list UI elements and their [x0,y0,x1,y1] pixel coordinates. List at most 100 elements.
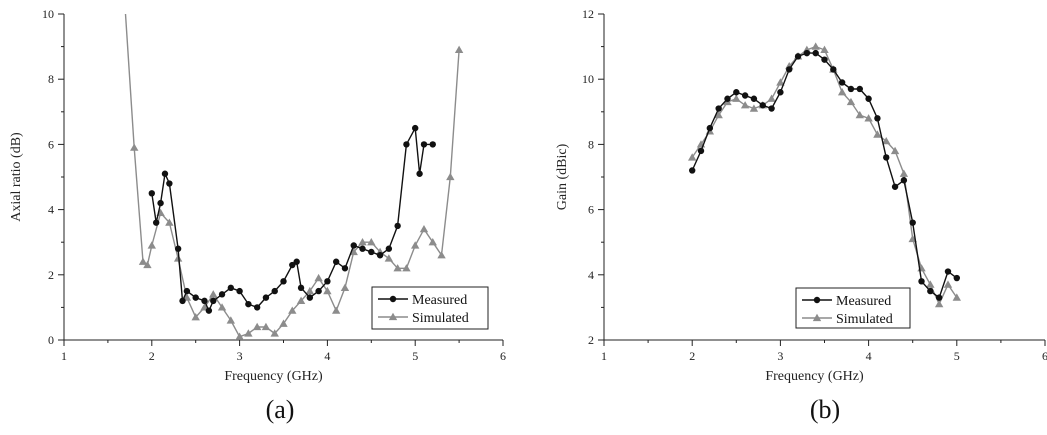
x-tick-label: 6 [1042,349,1047,363]
data-point [341,265,349,272]
x-tick-label: 2 [689,349,695,363]
data-point [293,258,300,265]
legend-swatch-marker [389,295,397,303]
data-point [191,312,200,321]
legend-entry-label: Measured [836,294,891,309]
y-tick-label: 10 [582,72,594,86]
x-tick-label: 3 [777,349,783,363]
data-point [340,283,350,291]
legend-box [371,286,489,330]
data-point [411,241,420,249]
series-line [691,45,958,306]
data-point [830,66,837,73]
data-point [157,199,164,207]
data-point [821,56,828,63]
data-point [359,245,366,252]
y-tick-label: 4 [48,203,54,217]
data-point [883,154,890,161]
x-tick-label: 5 [412,349,418,363]
data-point [350,242,357,249]
x-tick-label: 3 [237,349,243,363]
data-point [420,141,428,148]
data-point [183,287,191,295]
data-point [130,143,139,151]
legend-box [795,287,911,329]
data-point [740,101,750,109]
data-point [812,49,819,57]
data-point [952,293,961,301]
x-tick-label: 4 [324,349,330,363]
data-point [252,322,262,331]
data-point [262,294,270,301]
data-point [838,79,846,86]
data-point [384,254,394,262]
data-point [358,238,367,246]
data-point [394,222,401,230]
data-point [305,286,315,295]
y-tick-label: 6 [588,203,594,217]
data-point [166,180,173,187]
y-tick-label: 12 [582,7,594,21]
data-point [786,66,793,73]
data-point [402,264,411,272]
data-point [138,257,148,265]
data-point [706,124,714,132]
legend-swatch-marker [813,296,821,304]
data-point [253,304,261,311]
data-point [732,94,741,102]
data-point [446,172,455,181]
data-point [419,224,429,233]
data-point [714,110,723,119]
x-tick-label: 2 [149,349,155,363]
data-point [236,287,243,295]
data-point [724,95,731,102]
data-point [768,105,775,112]
data-point [235,332,244,340]
data-point [289,261,296,269]
data-point [270,329,279,337]
y-axis-title: Axial ratio (dB) [9,132,24,222]
data-point [927,287,934,295]
data-point [811,42,820,50]
data-point [882,136,891,145]
legend-swatch-marker [812,313,822,322]
x-tick-label: 1 [61,349,67,363]
data-point [759,102,766,109]
data-point [741,92,749,99]
y-tick-label: 0 [48,333,54,347]
legend-entry-label: Simulated [412,311,469,326]
data-point [393,264,402,272]
data-point [218,291,226,298]
data-point [847,85,855,93]
data-point [934,299,944,308]
data-point [837,88,847,96]
axial-ratio-chart: 1 2 3 4 5 6 0 2 4 6 8 10 Frequency (GHz) Axial ratio … [9,7,506,424]
data-point [429,141,436,148]
data-point [261,322,271,331]
data-point [209,290,218,298]
y-tick-label: 6 [48,137,54,151]
data-point [820,45,829,54]
data-point [245,300,252,308]
x-tick-label: 1 [601,349,607,363]
data-point [244,329,253,337]
data-point [900,177,908,184]
y-tick-label: 2 [48,268,54,282]
data-point [953,274,960,282]
data-point [416,170,423,177]
y-tick-label: 2 [588,333,594,347]
data-point [147,241,156,249]
y-tick-label: 4 [588,268,594,282]
x-axis-title: Frequency (GHz) [224,369,323,384]
data-point [874,115,881,122]
data-point [315,287,322,295]
data-point [279,319,288,327]
data-point [297,284,305,292]
data-point [314,273,323,282]
data-point [271,287,278,295]
data-point [454,45,464,54]
y-axis-title: Gain (dBic) [555,143,570,210]
data-point [296,296,306,305]
